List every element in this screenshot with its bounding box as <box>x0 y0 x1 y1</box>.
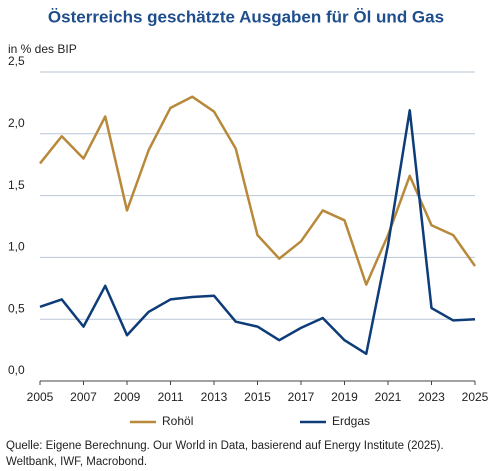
x-tick-label: 2005 <box>27 390 54 404</box>
source: Quelle: Eigene Berechnung. Our World in … <box>6 440 444 452</box>
x-tick-label: 2017 <box>288 390 315 404</box>
legend-label: Erdgas <box>332 414 370 428</box>
x-tick-label: 2007 <box>70 390 97 404</box>
x-tick-label: 2011 <box>158 390 184 404</box>
x-tick-label: 2013 <box>201 390 228 404</box>
y-tick-label: 2,5 <box>8 54 25 68</box>
line <box>39 95 477 286</box>
x-tick-label: 2019 <box>331 390 358 404</box>
x-tick-label: 2023 <box>418 390 445 404</box>
legend-label: Rohöl <box>162 414 193 428</box>
source: Weltbank, IWF, Macrobond. <box>6 456 147 468</box>
y-tick-label: 1,0 <box>8 240 25 254</box>
y-tick-label: 2,0 <box>8 116 25 130</box>
y-axis-label: in % des BIP <box>8 42 77 56</box>
y-tick-label: 0,5 <box>8 301 25 315</box>
x-tick-label: 2015 <box>244 390 271 404</box>
line <box>39 109 476 356</box>
y-tick-label: 1,5 <box>8 178 25 192</box>
x-tick-label: 2021 <box>375 390 402 404</box>
x-tick-label: 2009 <box>114 390 141 404</box>
chart-title: Österreichs geschätzte Ausgaben für Öl u… <box>48 7 444 26</box>
x-tick-label: 2025 <box>462 390 489 404</box>
y-tick-label: 0,0 <box>8 363 25 377</box>
